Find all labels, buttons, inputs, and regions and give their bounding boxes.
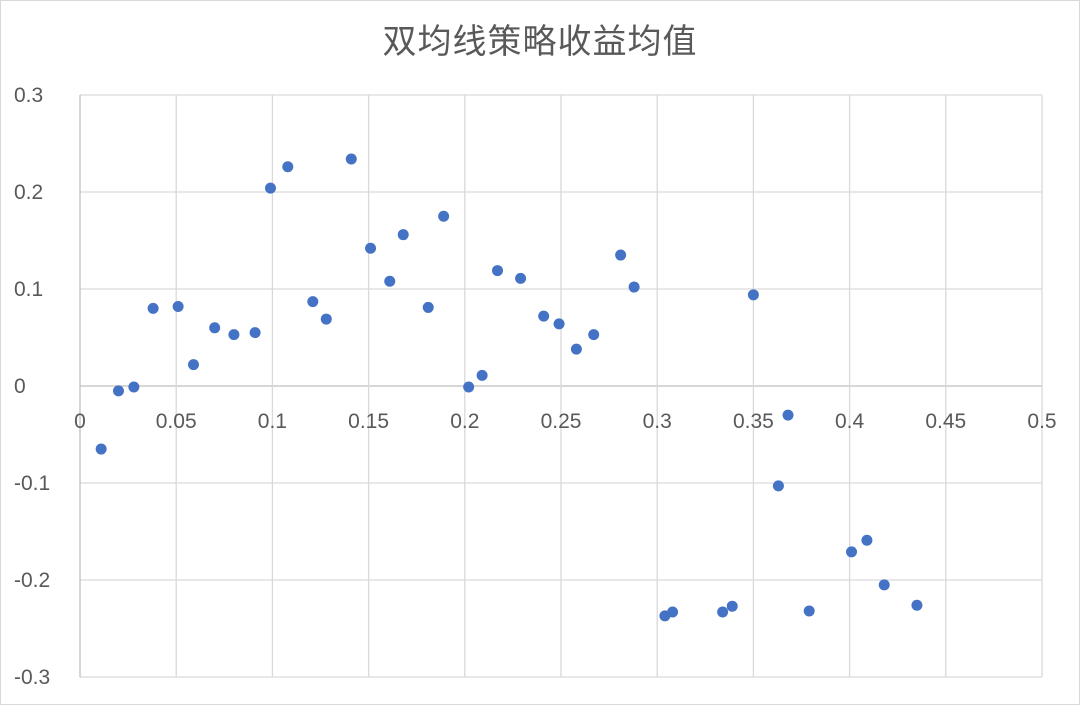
data-point	[422, 301, 434, 313]
data-point	[911, 599, 923, 611]
data-point	[846, 546, 858, 558]
data-point	[147, 302, 159, 314]
data-point	[438, 210, 450, 222]
data-point	[667, 606, 679, 618]
data-point	[878, 579, 890, 591]
data-point	[320, 313, 332, 325]
data-point	[492, 265, 504, 277]
data-point	[209, 322, 221, 334]
y-tick-label: 0.3	[14, 84, 43, 107]
data-point	[228, 329, 240, 341]
x-tick-label: 0.05	[156, 410, 197, 433]
data-point	[588, 329, 600, 341]
y-tick-label: 0.2	[14, 181, 43, 204]
data-point	[628, 281, 640, 293]
data-point	[782, 409, 794, 421]
data-point	[188, 359, 200, 371]
data-point	[95, 443, 107, 455]
x-tick-label: 0.3	[643, 410, 672, 433]
y-tick-label: -0.3	[14, 666, 50, 689]
x-tick-label: 0.4	[835, 410, 865, 433]
x-tick-label: 0.2	[450, 410, 479, 433]
data-point	[861, 534, 873, 546]
data-point	[345, 153, 357, 165]
x-tick-label: 0.1	[258, 410, 287, 433]
x-tick-label: 0.5	[1027, 410, 1056, 433]
data-point	[615, 249, 627, 261]
chart-title: 双均线策略收益均值	[382, 22, 698, 62]
x-tick-label: 0.15	[348, 410, 389, 433]
y-tick-label: -0.1	[14, 472, 50, 495]
data-point	[717, 606, 729, 618]
data-point	[772, 480, 784, 492]
y-tick-label: 0.1	[14, 278, 43, 301]
data-point	[463, 381, 475, 393]
data-point	[249, 327, 261, 339]
data-point	[515, 272, 527, 284]
data-point	[397, 229, 409, 241]
x-tick-label: 0	[74, 410, 86, 433]
x-tick-label: 0.35	[733, 410, 774, 433]
data-point	[747, 289, 759, 301]
data-point	[538, 310, 550, 322]
data-point	[726, 600, 738, 612]
data-point	[553, 318, 565, 330]
x-tick-label: 0.45	[925, 410, 966, 433]
data-point	[476, 369, 488, 381]
data-point	[128, 381, 140, 393]
y-tick-label: 0	[14, 375, 26, 398]
data-point	[282, 161, 294, 173]
y-tick-label: -0.2	[14, 569, 50, 592]
x-tick-label: 0.25	[541, 410, 582, 433]
data-point	[803, 605, 815, 617]
data-point	[384, 275, 396, 287]
data-point	[112, 385, 124, 397]
data-point	[264, 182, 276, 194]
data-point	[570, 343, 582, 355]
data-point	[365, 242, 377, 254]
data-point	[307, 296, 319, 308]
data-point	[172, 300, 184, 312]
